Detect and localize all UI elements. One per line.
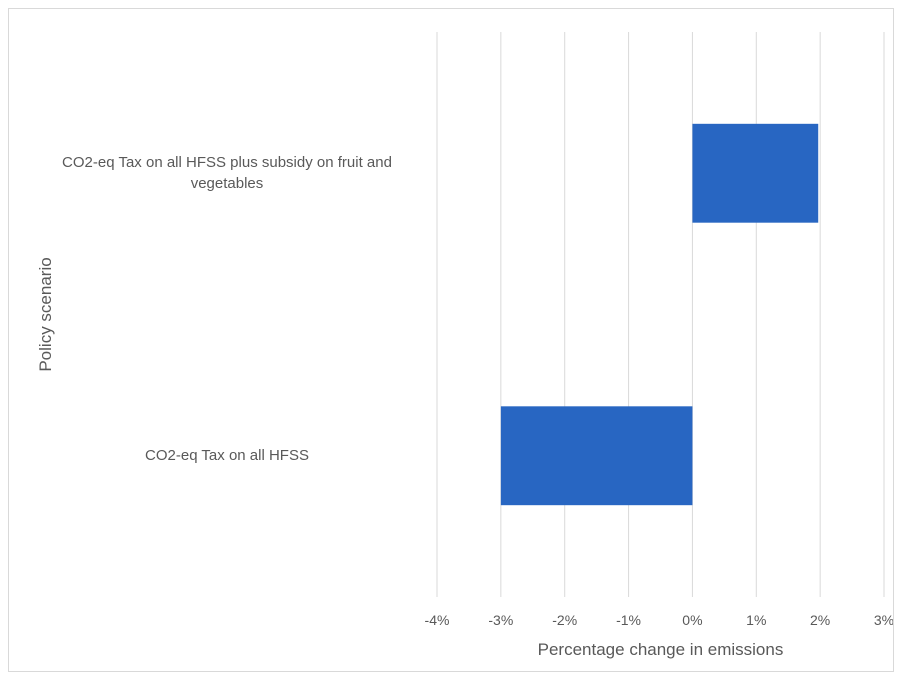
chart-frame: -4% -3% -2% -1% 0% 1% 2% 3% Percentage change i… xyxy=(8,8,894,672)
y-axis-title: Policy scenario xyxy=(36,257,55,371)
x-tick-label: 1% xyxy=(746,612,766,628)
x-axis-title: Percentage change in emissions xyxy=(538,640,784,659)
x-tick-label: 2% xyxy=(810,612,830,628)
x-tick-label: -3% xyxy=(488,612,513,628)
gridlines xyxy=(436,32,885,597)
x-tick-label: 3% xyxy=(874,612,893,628)
bars xyxy=(500,123,819,506)
bar-chart: -4% -3% -2% -1% 0% 1% 2% 3% Percentage change i… xyxy=(36,32,893,659)
x-tick-labels: -4% -3% -2% -1% 0% 1% 2% 3% xyxy=(425,612,893,628)
x-tick-label: -4% xyxy=(425,612,450,628)
bar xyxy=(500,406,693,506)
x-tick-label: 0% xyxy=(682,612,702,628)
bar xyxy=(692,123,819,223)
category-label-tax-plus-subsidy: CO2-eq Tax on all HFSS plus subsidy on f… xyxy=(62,154,392,193)
x-tick-label: -2% xyxy=(552,612,577,628)
category-label-tax-only: CO2-eq Tax on all HFSS xyxy=(145,447,309,465)
x-tick-label: -1% xyxy=(616,612,641,628)
